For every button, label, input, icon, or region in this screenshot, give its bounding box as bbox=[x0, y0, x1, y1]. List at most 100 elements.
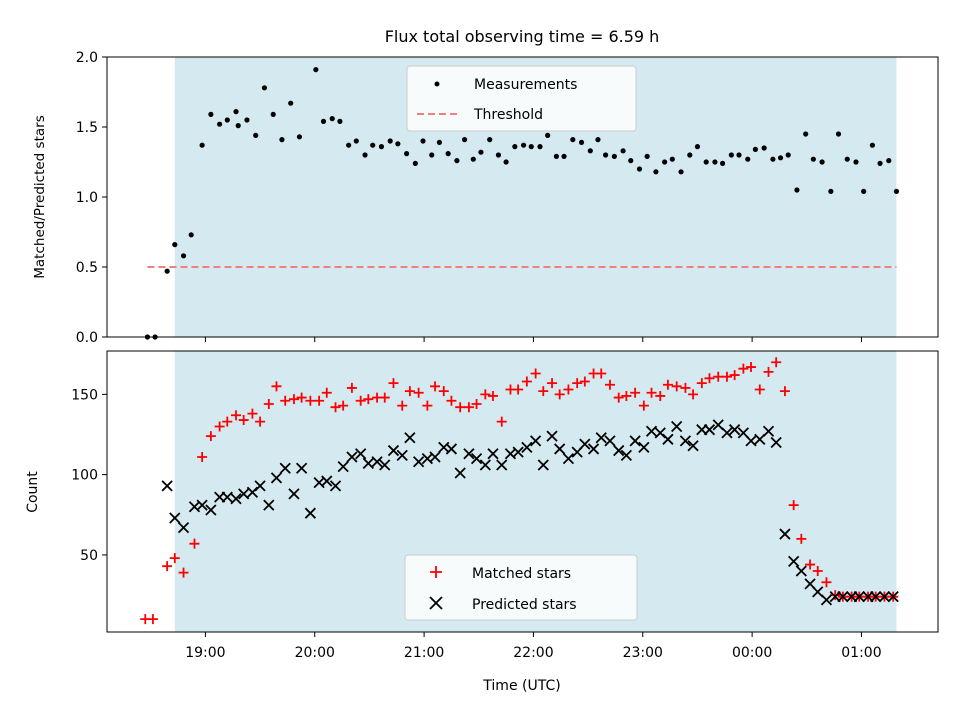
measurement-point bbox=[487, 137, 493, 143]
matched-star-point bbox=[189, 538, 200, 549]
predicted-star-point bbox=[487, 448, 499, 460]
matched-star-point bbox=[379, 392, 390, 403]
matched-star-point bbox=[305, 395, 316, 406]
measurement-point bbox=[703, 159, 709, 165]
measurement-point bbox=[777, 155, 784, 161]
matched-star-point bbox=[422, 400, 433, 411]
measurement-point bbox=[752, 146, 758, 152]
predicted-star-point bbox=[279, 462, 291, 474]
predicted-star-point bbox=[645, 425, 658, 437]
predicted-star-point bbox=[161, 480, 173, 492]
matched-star-point bbox=[404, 386, 415, 397]
top-y-axis-label: Matched/Predicted stars bbox=[32, 115, 48, 278]
measurement-point bbox=[370, 142, 376, 148]
x-tick-label: 23:00 bbox=[623, 645, 663, 661]
measurement-point bbox=[570, 137, 576, 143]
y-tick-label: 100 bbox=[71, 468, 98, 484]
matched-star-point bbox=[680, 382, 691, 393]
predicted-star-point bbox=[712, 419, 724, 431]
measurement-point bbox=[770, 156, 776, 162]
predicted-star-point bbox=[554, 443, 566, 455]
measurement-point bbox=[520, 142, 527, 148]
predicted-star-point bbox=[387, 444, 400, 457]
predicted-star-point bbox=[396, 449, 408, 462]
y-tick-label: 1.0 bbox=[76, 190, 98, 206]
matched-star-point bbox=[178, 567, 189, 578]
matched-star-point bbox=[671, 381, 682, 392]
measurement-point bbox=[785, 152, 791, 158]
matched-star-point bbox=[247, 408, 258, 419]
bottom-y-axis-label: Count bbox=[25, 471, 41, 513]
measurement-point bbox=[164, 268, 170, 274]
matched-star-point bbox=[604, 379, 615, 390]
measurement-point bbox=[794, 187, 800, 193]
measurement-point bbox=[861, 188, 867, 194]
matched-star-point bbox=[205, 431, 216, 442]
predicted-star-point bbox=[853, 591, 865, 603]
predicted-star-point bbox=[169, 512, 181, 524]
matched-star-point bbox=[413, 387, 424, 398]
y-tick-label: 0.5 bbox=[76, 260, 98, 276]
top-legend-box bbox=[406, 65, 637, 132]
matched-star-point bbox=[197, 451, 208, 462]
predicted-star-point bbox=[870, 591, 882, 603]
measurement-point bbox=[545, 132, 551, 138]
matched-star-point bbox=[738, 363, 749, 374]
top-legend: Measurements Threshold bbox=[406, 65, 637, 132]
measurement-point bbox=[188, 232, 194, 238]
measurement-point bbox=[279, 137, 285, 143]
measurement-point bbox=[313, 67, 319, 73]
measurement-point bbox=[217, 121, 223, 127]
legend-measurements-label: Measurements bbox=[474, 77, 577, 93]
matched-star-point bbox=[713, 371, 724, 382]
measurement-point bbox=[620, 148, 626, 154]
matched-star-point bbox=[330, 402, 341, 413]
matched-star-point bbox=[169, 553, 180, 564]
predicted-star-point bbox=[496, 459, 508, 471]
measurement-point bbox=[636, 166, 643, 172]
top-x-ticks bbox=[204, 337, 862, 342]
matched-star-point bbox=[788, 500, 799, 511]
predicted-star-point bbox=[346, 451, 358, 463]
predicted-star-point bbox=[512, 446, 524, 458]
matched-star-point bbox=[321, 387, 332, 398]
measurement-point bbox=[208, 111, 214, 117]
legend-predicted-marker bbox=[429, 596, 443, 610]
matched-star-point bbox=[754, 384, 765, 395]
measurement-point bbox=[853, 159, 859, 165]
measurement-point bbox=[877, 160, 883, 166]
matched-star-point bbox=[646, 387, 657, 398]
matched-star-point bbox=[263, 398, 274, 409]
y-tick-label: 1.5 bbox=[76, 120, 98, 136]
x-tick-label: 22:00 bbox=[513, 645, 553, 661]
matched-star-point bbox=[214, 421, 225, 432]
matched-star-point bbox=[280, 395, 291, 406]
measurement-point bbox=[611, 153, 617, 159]
measurement-point bbox=[728, 152, 734, 158]
measurement-point bbox=[528, 144, 534, 150]
matched-star-point bbox=[271, 381, 282, 392]
measurement-point bbox=[828, 188, 834, 194]
measurement-point bbox=[803, 131, 809, 137]
matched-star-point bbox=[704, 373, 715, 384]
matched-star-point bbox=[547, 378, 558, 389]
measurement-point bbox=[362, 152, 368, 158]
predicted-star-point bbox=[812, 586, 824, 598]
measurement-point bbox=[537, 144, 543, 150]
x-tick-label: 19:00 bbox=[185, 645, 225, 661]
predicted-star-point bbox=[304, 507, 317, 519]
measurement-point bbox=[412, 160, 418, 166]
measurement-point bbox=[199, 142, 205, 148]
measurement-point bbox=[745, 156, 751, 162]
top-panel: 0.0 0.5 1.0 1.5 2.0 Flux total observing tim… bbox=[32, 27, 939, 346]
predicted-star-point bbox=[703, 424, 716, 436]
measurement-point bbox=[420, 138, 426, 144]
matched-star-point bbox=[487, 390, 498, 401]
predicted-star-point bbox=[728, 424, 741, 436]
x-tick-label: 21:00 bbox=[404, 645, 444, 661]
matched-star-point bbox=[346, 382, 357, 393]
predicted-star-point bbox=[762, 425, 775, 437]
matched-star-point bbox=[455, 402, 466, 413]
predicted-star-point bbox=[579, 438, 591, 450]
